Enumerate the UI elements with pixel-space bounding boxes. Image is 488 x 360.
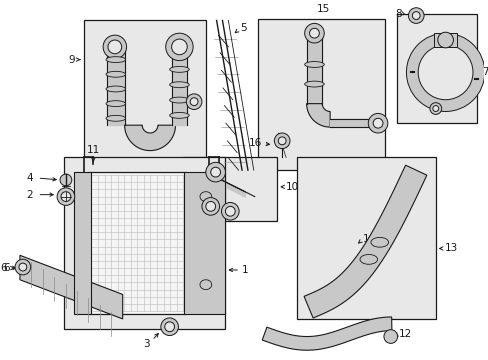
Circle shape — [205, 162, 225, 182]
Ellipse shape — [106, 116, 125, 121]
Ellipse shape — [106, 86, 125, 92]
Circle shape — [367, 113, 387, 133]
Circle shape — [274, 133, 289, 149]
Bar — [183, 157, 277, 221]
Ellipse shape — [304, 62, 324, 67]
Circle shape — [171, 39, 187, 55]
Circle shape — [383, 330, 397, 343]
Ellipse shape — [169, 67, 189, 72]
Bar — [74, 172, 91, 314]
Text: 3: 3 — [143, 339, 150, 349]
Bar — [64, 157, 225, 329]
Text: 15: 15 — [316, 4, 329, 14]
Bar — [83, 21, 205, 177]
Text: 7: 7 — [481, 67, 488, 77]
Circle shape — [108, 40, 122, 54]
Circle shape — [60, 174, 72, 186]
Text: 14: 14 — [362, 234, 375, 244]
Circle shape — [407, 8, 423, 23]
Circle shape — [417, 45, 472, 100]
Circle shape — [19, 263, 27, 271]
Circle shape — [165, 33, 193, 60]
Bar — [396, 14, 476, 123]
Text: 12: 12 — [398, 329, 411, 339]
Text: 8: 8 — [394, 9, 401, 19]
Circle shape — [190, 98, 198, 105]
Text: 1: 1 — [242, 265, 248, 275]
Bar — [88, 172, 186, 314]
Text: 11: 11 — [218, 209, 231, 219]
Circle shape — [429, 103, 441, 114]
Circle shape — [15, 259, 31, 275]
Text: 4: 4 — [26, 173, 33, 183]
Ellipse shape — [370, 237, 388, 247]
Circle shape — [406, 33, 484, 112]
Circle shape — [202, 198, 219, 215]
Circle shape — [221, 202, 239, 220]
Circle shape — [205, 202, 215, 211]
Circle shape — [432, 105, 438, 112]
Ellipse shape — [169, 82, 189, 87]
Circle shape — [411, 12, 419, 19]
Text: 6: 6 — [0, 263, 7, 273]
Circle shape — [61, 192, 71, 202]
Bar — [296, 157, 435, 319]
Ellipse shape — [359, 255, 377, 264]
Polygon shape — [124, 125, 175, 150]
Circle shape — [164, 322, 174, 332]
Circle shape — [186, 94, 202, 109]
Polygon shape — [304, 165, 426, 318]
Ellipse shape — [106, 101, 125, 107]
Circle shape — [372, 118, 382, 128]
Circle shape — [225, 206, 235, 216]
Ellipse shape — [106, 71, 125, 77]
Circle shape — [57, 188, 75, 206]
Text: 6: 6 — [3, 263, 10, 273]
Bar — [184, 172, 225, 314]
Circle shape — [278, 137, 285, 145]
Text: 13: 13 — [444, 243, 457, 253]
Circle shape — [210, 167, 220, 177]
Text: 9: 9 — [68, 55, 75, 64]
Circle shape — [304, 23, 324, 43]
Polygon shape — [306, 104, 329, 127]
Circle shape — [103, 35, 126, 59]
Text: 10: 10 — [285, 182, 299, 192]
Text: 2: 2 — [26, 190, 33, 200]
Bar — [257, 18, 384, 170]
Ellipse shape — [169, 112, 189, 118]
Text: 11: 11 — [86, 145, 100, 156]
Text: 16: 16 — [248, 138, 261, 148]
Bar — [433, 33, 456, 47]
Ellipse shape — [106, 57, 125, 63]
Circle shape — [437, 32, 452, 48]
Circle shape — [309, 28, 319, 38]
Ellipse shape — [169, 97, 189, 103]
Ellipse shape — [304, 81, 324, 87]
Circle shape — [161, 318, 178, 336]
Text: 5: 5 — [240, 23, 246, 33]
Polygon shape — [20, 255, 122, 319]
Polygon shape — [262, 317, 391, 350]
